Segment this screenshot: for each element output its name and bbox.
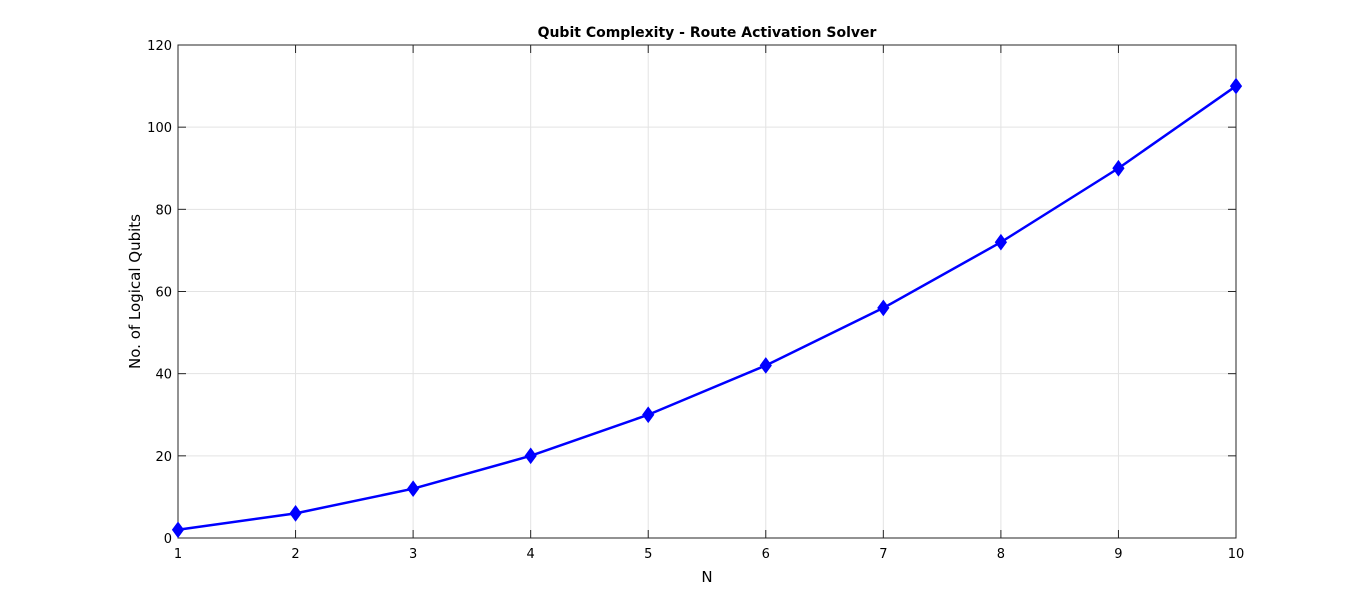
grid [177, 44, 1237, 539]
x-tick-label: 7 [879, 547, 887, 562]
y-tick-label: 0 [164, 532, 172, 547]
x-tick-label: 5 [644, 547, 652, 562]
x-tick-label: 8 [997, 547, 1005, 562]
data-point-marker [759, 357, 772, 374]
data-point-marker [1112, 159, 1125, 177]
y-tick-label: 40 [155, 368, 172, 383]
data-point-marker [171, 521, 185, 539]
data-point-marker [994, 233, 1008, 251]
data-point-marker [877, 299, 890, 317]
y-tick-label: 60 [155, 286, 172, 301]
y-tick-label: 100 [147, 121, 172, 136]
x-tick-label: 1 [174, 547, 182, 562]
x-tick-label: 6 [762, 547, 770, 562]
x-tick-label: 9 [1114, 547, 1122, 562]
x-axis-label: N [701, 568, 712, 586]
data-point-marker [1229, 77, 1243, 95]
x-tick-label: 10 [1228, 547, 1245, 562]
data-point-marker [406, 480, 420, 498]
y-tick-label: 80 [155, 203, 172, 218]
series-layer [171, 77, 1243, 539]
y-axis-label: No. of Logical Qubits [126, 214, 144, 369]
data-point-marker [289, 505, 302, 522]
y-tick-label: 20 [155, 450, 172, 465]
x-tick-label: 3 [409, 547, 417, 562]
series-line [177, 85, 1237, 532]
data-point-marker [524, 447, 537, 465]
chart-title: Qubit Complexity - Route Activation Solv… [538, 25, 877, 41]
data-point-marker [642, 406, 655, 424]
x-tick-label: 2 [291, 547, 299, 562]
y-tick-label: 120 [147, 39, 172, 54]
x-tick-label: 4 [527, 547, 535, 562]
